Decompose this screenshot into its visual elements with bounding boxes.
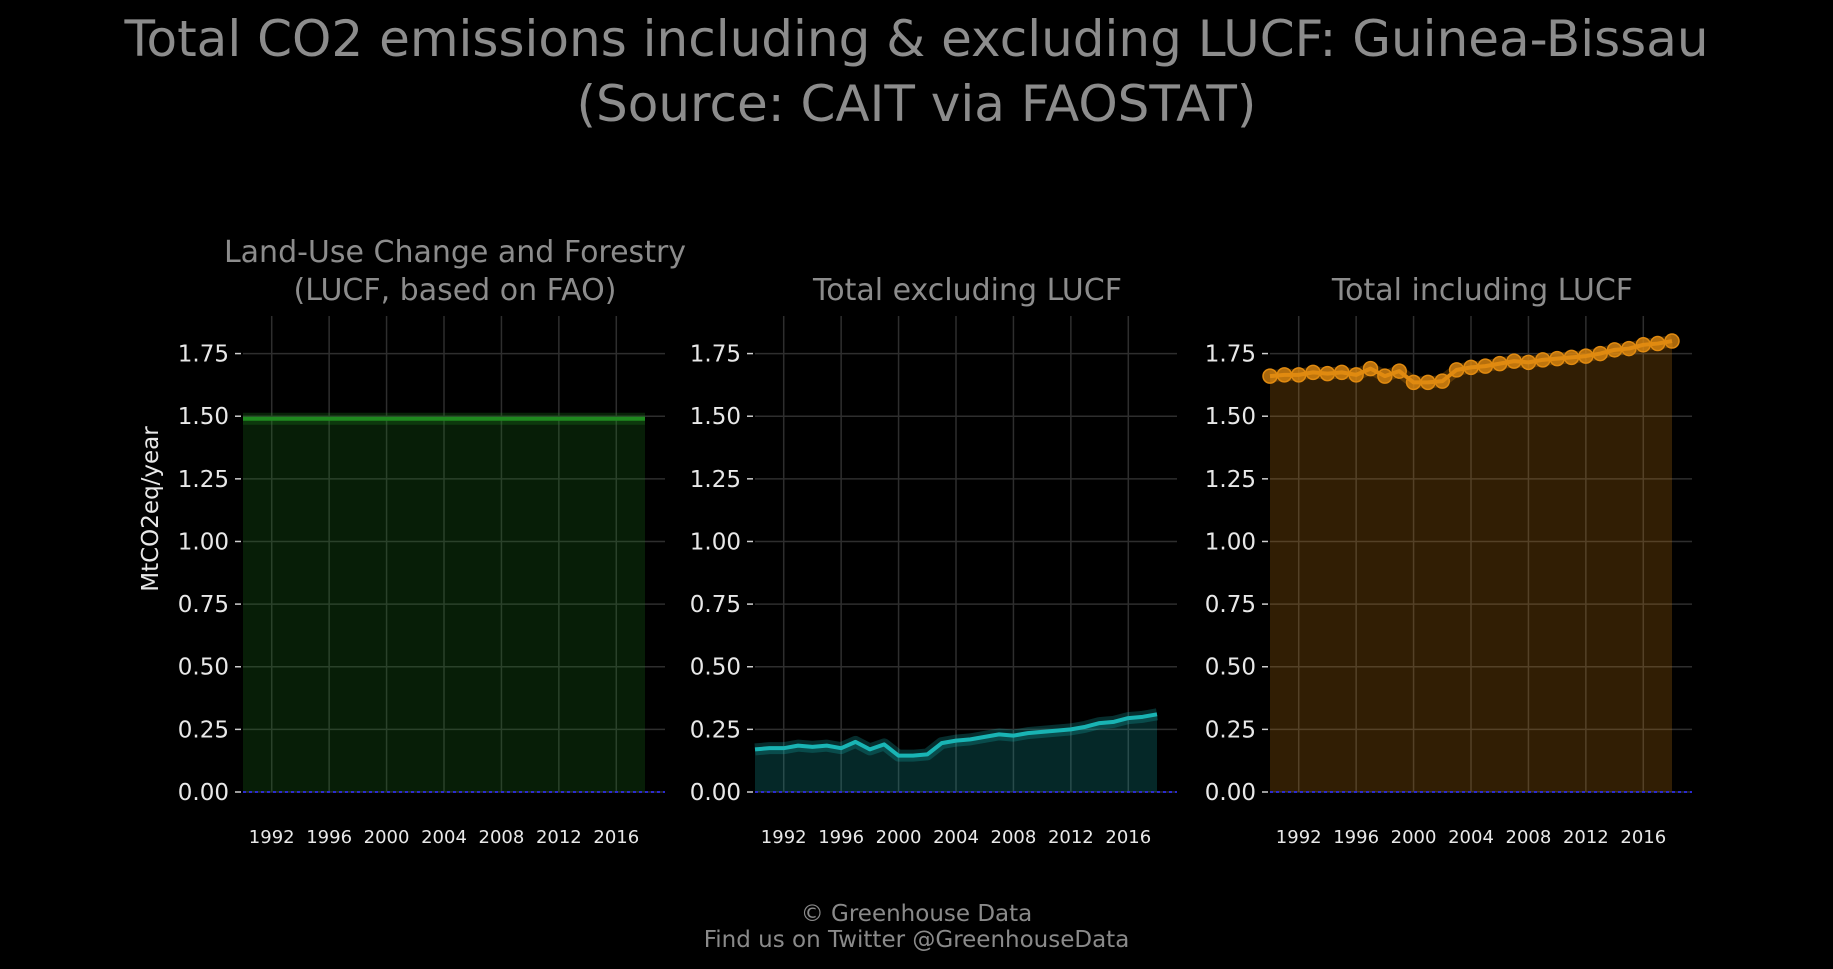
x-tick-label: 1992 [249,827,295,848]
panel-2: 0.00 0.25 0.50 0.75 1.00 1.25 1.50 1.75 1992 1996… [690,316,1177,848]
x-tick-label: 2016 [1105,827,1151,848]
y-tick-label: 0.75 [690,592,741,618]
y-tick-label: 0.25 [1205,717,1256,743]
data-point [1506,353,1522,369]
y-tick-label: 1.50 [690,404,741,430]
series-area [243,418,645,792]
y-tick-label: 0.00 [690,780,741,806]
y-tick-label: 0.25 [178,717,229,743]
panel-3-title-line2: Total including LUCF [1331,273,1634,308]
x-tick-label: 2004 [421,827,467,848]
x-tick-label: 2000 [876,827,922,848]
x-tick-label: 2008 [479,827,525,848]
data-point [1290,367,1307,383]
y-tick-label: 1.25 [690,467,741,493]
x-tick-label: 2012 [1048,827,1094,848]
data-point [1319,365,1336,382]
x-tick-label: 2012 [1563,827,1609,848]
data-point [1635,337,1652,353]
y-tick-label: 0.25 [690,717,741,743]
data-point [1276,367,1293,383]
data-point [1305,364,1321,381]
y-tick-label: 1.00 [1205,529,1256,555]
y-tick-label: 0.50 [1205,655,1256,681]
data-point [1578,348,1594,364]
data-point [1477,358,1494,374]
data-point [1463,359,1479,376]
y-tick-label: 0.50 [690,655,741,681]
data-point [1649,335,1666,352]
data-point [1621,340,1637,357]
footer-copyright: © Greenhouse Data [800,901,1033,927]
data-point [1420,374,1436,391]
data-point [1491,355,1508,372]
y-tick-label: 1.75 [178,342,229,368]
panel-3-title: Total including LUCF [1175,272,1790,310]
x-tick-label: 2012 [536,827,582,848]
panel-1-title: Land-Use Change and Forestry (LUCF, base… [150,234,760,310]
data-point [1563,349,1580,366]
y-tick-label: 1.25 [178,467,229,493]
data-point [1549,350,1565,367]
data-point [1348,367,1364,383]
x-tick-label: 2000 [364,827,410,848]
data-point [1606,342,1623,358]
x-tick-label: 2008 [991,827,1037,848]
data-point [1362,360,1379,377]
x-tick-label: 1996 [306,827,352,848]
data-point [1592,345,1608,362]
data-point [1334,364,1350,381]
data-point [1377,368,1393,384]
data-point [1535,352,1551,368]
data-point [1405,374,1422,391]
panel-2-title-line2: Total excluding LUCF [813,273,1122,308]
y-tick-label: 1.50 [178,404,229,430]
x-tick-label: 2000 [1391,827,1437,848]
panel-3: 0.00 0.25 0.50 0.75 1.00 1.25 1.50 1.75 1992 1996… [1205,316,1692,848]
x-tick-label: 1996 [818,827,864,848]
y-tick-label: 1.00 [178,529,229,555]
x-tick-label: 2004 [1448,827,1494,848]
panel-1-title-line1: Land-Use Change and Forestry [223,235,687,270]
x-tick-label: 2016 [1620,827,1666,848]
data-point [1262,368,1278,384]
x-tick-label: 2016 [593,827,639,848]
data-point [1520,354,1537,371]
y-tick-label: 1.00 [690,529,741,555]
x-tick-label: 2008 [1506,827,1552,848]
panel-2-title: Total excluding LUCF [660,272,1275,310]
y-axis-label: MtCO2eq/year [138,426,164,592]
data-point [1448,362,1465,378]
y-tick-label: 1.75 [1205,342,1256,368]
x-tick-label: 1996 [1333,827,1379,848]
y-tick-label: 0.75 [178,592,229,618]
footer-twitter: Find us on Twitter @GreenhouseData [703,927,1130,953]
panel-1-title-line2: (LUCF, based on FAO) [293,273,617,308]
data-point [1664,333,1680,349]
series-area [1270,341,1672,792]
x-tick-label: 1992 [1276,827,1322,848]
chart-subtitle: (Source: CAIT via FAOSTAT) [576,75,1257,133]
series-area [755,714,1157,792]
panel-1: 0.00 0.25 0.50 0.75 1.00 1.25 1.50 1.75 1992 1996… [138,316,665,848]
series-line [754,712,1158,758]
data-point [1434,373,1451,389]
x-tick-label: 1992 [761,827,807,848]
data-point [1391,363,1407,379]
y-tick-label: 1.25 [1205,467,1256,493]
y-tick-label: 1.50 [1205,404,1256,430]
y-tick-label: 0.00 [178,780,229,806]
x-tick-label: 2004 [933,827,979,848]
chart-title: Total CO2 emissions including & excludin… [124,10,1709,68]
y-tick-label: 0.75 [1205,592,1256,618]
y-tick-label: 0.50 [178,655,229,681]
y-tick-label: 0.00 [1205,780,1256,806]
y-tick-label: 1.75 [690,342,741,368]
